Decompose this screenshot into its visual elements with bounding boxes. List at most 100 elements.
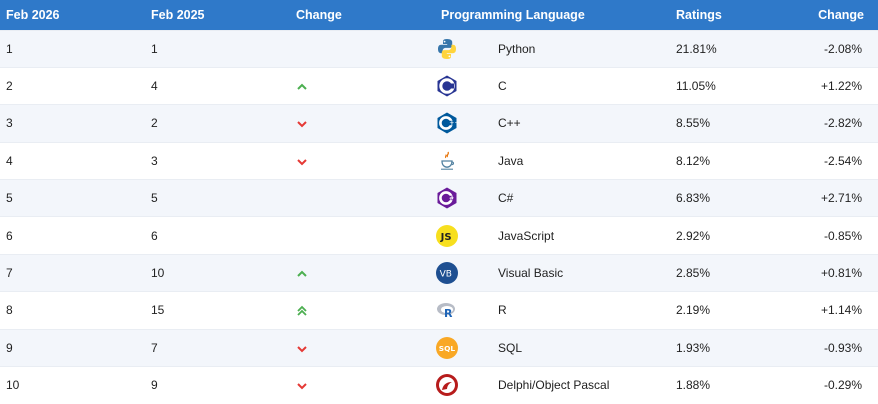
language-name[interactable]: Python xyxy=(492,29,676,68)
language-logo-cell xyxy=(435,366,492,404)
language-name[interactable]: JavaScript xyxy=(492,216,676,255)
rating-change: -0.85% xyxy=(782,216,878,255)
rating-change: -2.82% xyxy=(782,104,878,143)
trend-cell xyxy=(290,291,435,330)
table-row: 6 6 JS JavaScript 2.92% -0.85% xyxy=(0,216,878,255)
language-name[interactable]: C# xyxy=(492,179,676,217)
table-header-row: Feb 2026 Feb 2025 Change Programming Lan… xyxy=(0,0,878,30)
previous-rank: 1 xyxy=(145,29,290,68)
language-name[interactable]: Java xyxy=(492,141,676,180)
previous-rank: 9 xyxy=(145,366,290,404)
current-rank: 3 xyxy=(0,104,145,143)
language-logo-cell: VB xyxy=(435,253,492,292)
trend-double-up-icon xyxy=(296,303,308,317)
trend-cell xyxy=(290,104,435,143)
header-ratings[interactable]: Ratings xyxy=(676,7,722,22)
table-row: 9 7 SQL SQL 1.93% -0.93% xyxy=(0,328,878,367)
current-rank: 2 xyxy=(0,66,145,105)
trend-cell xyxy=(290,141,435,180)
header-previous-rank[interactable]: Feb 2025 xyxy=(151,7,205,22)
current-rank: 5 xyxy=(0,179,145,217)
cpp-icon: ++ xyxy=(435,111,459,135)
language-name[interactable]: C++ xyxy=(492,104,676,143)
rating-value: 8.55% xyxy=(676,104,782,143)
trend-down-icon xyxy=(296,378,308,392)
language-logo-cell xyxy=(435,66,492,105)
trend-cell xyxy=(290,253,435,292)
current-rank: 4 xyxy=(0,141,145,180)
language-name[interactable]: R xyxy=(492,291,676,330)
svg-text:#: # xyxy=(449,196,454,203)
trend-cell xyxy=(290,179,435,217)
language-name[interactable]: C xyxy=(492,66,676,105)
rating-change: +1.22% xyxy=(782,66,878,105)
current-rank: 10 xyxy=(0,366,145,404)
svg-text:SQL: SQL xyxy=(439,344,456,353)
svg-text:JS: JS xyxy=(440,232,452,243)
svg-text:++: ++ xyxy=(449,121,459,128)
language-name[interactable]: SQL xyxy=(492,328,676,367)
language-name[interactable]: Visual Basic xyxy=(492,253,676,292)
previous-rank: 7 xyxy=(145,328,290,367)
rating-value: 1.88% xyxy=(676,366,782,404)
rating-change: +2.71% xyxy=(782,179,878,217)
language-logo-cell: ++ xyxy=(435,104,492,143)
header-change-percent[interactable]: Change xyxy=(818,7,864,22)
trend-up-icon xyxy=(296,79,308,93)
java-icon xyxy=(435,149,459,173)
csharp-icon: # xyxy=(435,186,459,210)
current-rank: 8 xyxy=(0,291,145,330)
language-logo-cell xyxy=(435,29,492,68)
previous-rank: 3 xyxy=(145,141,290,180)
language-name[interactable]: Delphi/Object Pascal xyxy=(492,366,676,404)
previous-rank: 2 xyxy=(145,104,290,143)
javascript-icon: JS xyxy=(435,224,459,248)
rating-value: 21.81% xyxy=(676,29,782,68)
table-row: 3 2 ++ C++ 8.55% -2.82% xyxy=(0,104,878,143)
table-row: 8 15 R R 2.19% +1.14% xyxy=(0,291,878,330)
sql-icon: SQL xyxy=(435,336,459,360)
rating-value: 2.85% xyxy=(676,253,782,292)
table-row: 7 10 VB Visual Basic 2.85% +0.81% xyxy=(0,253,878,292)
header-current-rank[interactable]: Feb 2026 xyxy=(6,7,60,22)
language-logo-cell xyxy=(435,141,492,180)
trend-cell xyxy=(290,66,435,105)
trend-cell xyxy=(290,29,435,68)
delphi-icon xyxy=(435,373,459,397)
rating-change: -0.93% xyxy=(782,328,878,367)
svg-text:VB: VB xyxy=(440,270,452,280)
svg-text:R: R xyxy=(444,307,453,320)
table-row: 10 9 Delphi/Object Pascal 1.88% -0.29% xyxy=(0,366,878,404)
trend-down-icon xyxy=(296,116,308,130)
header-language[interactable]: Programming Language xyxy=(441,7,585,22)
trend-down-icon xyxy=(296,341,308,355)
trend-up-icon xyxy=(296,266,308,280)
rating-value: 8.12% xyxy=(676,141,782,180)
previous-rank: 5 xyxy=(145,179,290,217)
rating-value: 2.92% xyxy=(676,216,782,255)
current-rank: 1 xyxy=(0,29,145,68)
language-logo-cell: R xyxy=(435,291,492,330)
table-row: 1 1 Python 21.81% -2.08% xyxy=(0,29,878,68)
previous-rank: 4 xyxy=(145,66,290,105)
current-rank: 9 xyxy=(0,328,145,367)
rating-value: 1.93% xyxy=(676,328,782,367)
previous-rank: 6 xyxy=(145,216,290,255)
current-rank: 6 xyxy=(0,216,145,255)
previous-rank: 10 xyxy=(145,253,290,292)
language-logo-cell: # xyxy=(435,179,492,217)
header-change[interactable]: Change xyxy=(296,7,342,22)
previous-rank: 15 xyxy=(145,291,290,330)
r-icon: R xyxy=(435,298,459,322)
c-icon xyxy=(435,74,459,98)
rating-change: -2.54% xyxy=(782,141,878,180)
table-row: 2 4 C 11.05% +1.22% xyxy=(0,66,878,105)
rating-value: 6.83% xyxy=(676,179,782,217)
rating-value: 11.05% xyxy=(676,66,782,105)
rating-change: +0.81% xyxy=(782,253,878,292)
current-rank: 7 xyxy=(0,253,145,292)
rating-change: +1.14% xyxy=(782,291,878,330)
rating-change: -0.29% xyxy=(782,366,878,404)
trend-down-icon xyxy=(296,154,308,168)
